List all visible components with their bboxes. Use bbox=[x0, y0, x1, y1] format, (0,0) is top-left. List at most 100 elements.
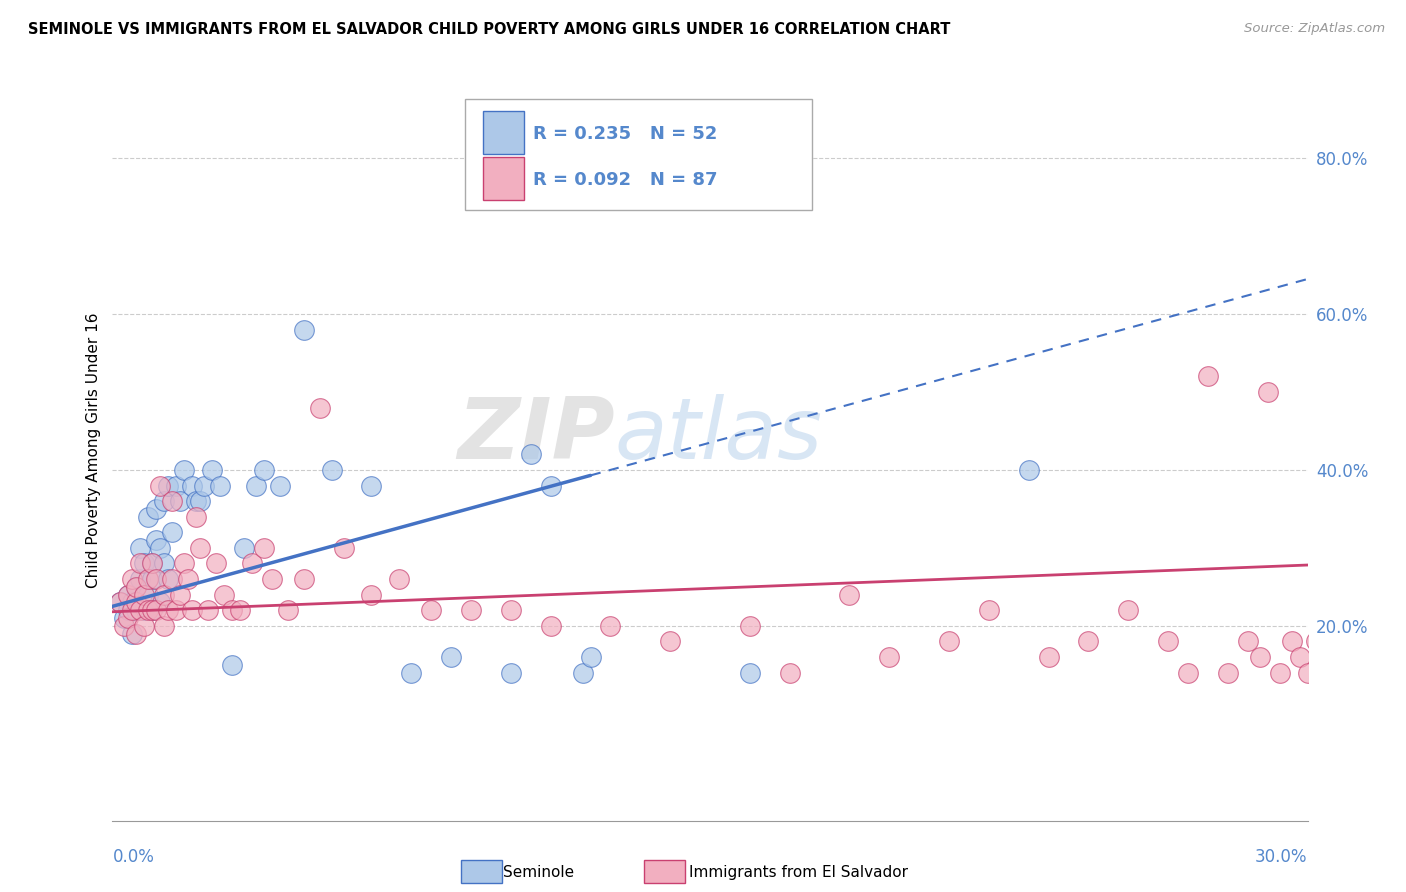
Point bbox=[121, 626, 143, 640]
Point bbox=[162, 494, 183, 508]
Point bbox=[201, 463, 224, 477]
Point bbox=[738, 619, 761, 633]
Text: 30.0%: 30.0% bbox=[1256, 848, 1308, 866]
Point bbox=[165, 603, 187, 617]
Point bbox=[1384, 650, 1406, 665]
Point bbox=[245, 478, 267, 492]
Point bbox=[1296, 665, 1319, 680]
Point bbox=[938, 634, 960, 648]
Point bbox=[110, 595, 132, 609]
Point bbox=[292, 572, 315, 586]
Point bbox=[169, 588, 191, 602]
Point bbox=[221, 657, 243, 672]
Point bbox=[129, 557, 152, 571]
Point bbox=[149, 541, 172, 555]
Point bbox=[212, 588, 235, 602]
Point bbox=[129, 572, 152, 586]
Point bbox=[388, 572, 411, 586]
Point bbox=[659, 634, 682, 648]
Point bbox=[121, 595, 143, 609]
Point bbox=[173, 557, 195, 571]
Point bbox=[169, 494, 191, 508]
Point bbox=[181, 478, 204, 492]
Point bbox=[1305, 634, 1327, 648]
Point bbox=[153, 557, 176, 571]
Text: 0.0%: 0.0% bbox=[112, 848, 155, 866]
Point bbox=[233, 541, 256, 555]
Point bbox=[121, 603, 143, 617]
Point bbox=[221, 603, 243, 617]
Point bbox=[134, 619, 156, 633]
Point bbox=[1018, 463, 1040, 477]
Point bbox=[149, 478, 172, 492]
Point bbox=[141, 603, 163, 617]
Y-axis label: Child Poverty Among Girls Under 16: Child Poverty Among Girls Under 16 bbox=[86, 313, 101, 588]
Point bbox=[145, 533, 167, 547]
Point bbox=[360, 588, 382, 602]
Point bbox=[141, 572, 163, 586]
Point bbox=[193, 478, 215, 492]
Point bbox=[977, 603, 1000, 617]
Point bbox=[114, 619, 135, 633]
Point bbox=[838, 588, 860, 602]
Point bbox=[1329, 603, 1351, 617]
Point bbox=[253, 463, 276, 477]
Point bbox=[141, 557, 163, 571]
Point bbox=[181, 603, 204, 617]
Point bbox=[138, 603, 160, 617]
Point bbox=[149, 595, 172, 609]
Point bbox=[779, 665, 801, 680]
Point bbox=[153, 588, 176, 602]
Point bbox=[277, 603, 299, 617]
Point bbox=[138, 572, 160, 586]
Point bbox=[141, 557, 163, 571]
Point bbox=[1216, 665, 1239, 680]
Point bbox=[292, 323, 315, 337]
Point bbox=[121, 572, 143, 586]
Point bbox=[571, 665, 593, 680]
Point bbox=[129, 541, 152, 555]
Point bbox=[138, 509, 160, 524]
Point bbox=[360, 478, 382, 492]
Point bbox=[162, 572, 183, 586]
Point bbox=[1077, 634, 1099, 648]
Point bbox=[125, 580, 148, 594]
Point bbox=[540, 478, 562, 492]
Point bbox=[117, 611, 139, 625]
Point bbox=[1268, 665, 1291, 680]
Point bbox=[205, 557, 228, 571]
Point bbox=[269, 478, 291, 492]
Point bbox=[188, 494, 211, 508]
Point bbox=[165, 478, 187, 492]
Point bbox=[540, 619, 562, 633]
Point bbox=[420, 603, 443, 617]
Point bbox=[1281, 634, 1303, 648]
Text: R = 0.235   N = 52: R = 0.235 N = 52 bbox=[533, 125, 717, 143]
Point bbox=[145, 603, 167, 617]
Point bbox=[141, 603, 163, 617]
Point bbox=[173, 463, 195, 477]
Point bbox=[1118, 603, 1140, 617]
Point bbox=[1288, 650, 1310, 665]
FancyBboxPatch shape bbox=[465, 99, 811, 210]
Point bbox=[188, 541, 211, 555]
Point bbox=[1038, 650, 1060, 665]
Point bbox=[138, 588, 160, 602]
Point bbox=[125, 595, 148, 609]
Point bbox=[1257, 384, 1279, 399]
Text: R = 0.092   N = 87: R = 0.092 N = 87 bbox=[533, 171, 717, 189]
Point bbox=[440, 650, 463, 665]
Point bbox=[332, 541, 354, 555]
Point bbox=[738, 665, 761, 680]
Point bbox=[117, 588, 139, 602]
Point bbox=[186, 509, 208, 524]
Point bbox=[1368, 634, 1391, 648]
Point bbox=[879, 650, 901, 665]
Text: SEMINOLE VS IMMIGRANTS FROM EL SALVADOR CHILD POVERTY AMONG GIRLS UNDER 16 CORRE: SEMINOLE VS IMMIGRANTS FROM EL SALVADOR … bbox=[28, 22, 950, 37]
Point bbox=[162, 525, 183, 540]
FancyBboxPatch shape bbox=[484, 156, 523, 200]
Point bbox=[125, 603, 148, 617]
Point bbox=[134, 557, 156, 571]
Text: Source: ZipAtlas.com: Source: ZipAtlas.com bbox=[1244, 22, 1385, 36]
Point bbox=[157, 603, 180, 617]
